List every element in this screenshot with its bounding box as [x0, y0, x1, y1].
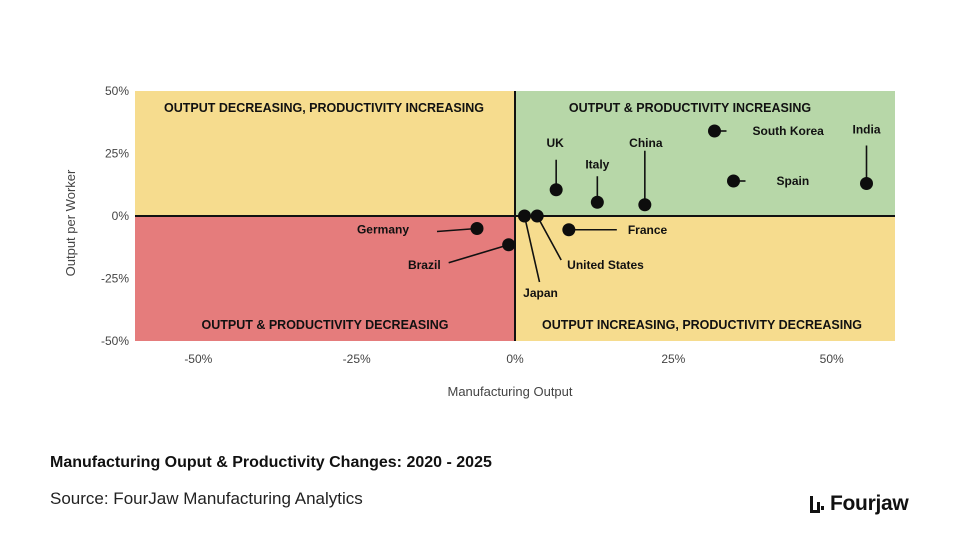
- data-point: [549, 183, 563, 197]
- data-point: [590, 195, 604, 209]
- x-tick-label: 50%: [820, 352, 844, 366]
- data-point: [562, 223, 576, 237]
- point-label: Spain: [777, 174, 810, 188]
- brand-logo: Fourjaw: [808, 492, 909, 516]
- y-tick-label: -50%: [101, 334, 129, 348]
- point-label: United States: [567, 258, 644, 272]
- quadrant-label-bottom-left: OUTPUT & PRODUCTIVITY DECREASING: [201, 318, 448, 332]
- point-label: UK: [546, 136, 564, 150]
- chart-caption-title: Manufacturing Ouput & Productivity Chang…: [50, 454, 492, 471]
- data-point: [708, 124, 721, 138]
- fourjaw-logo-icon: [810, 496, 824, 513]
- quadrant-bottom-right: [515, 216, 895, 341]
- point-label: South Korea: [753, 124, 825, 138]
- leader-line: [448, 243, 509, 264]
- quadrant-bottom-left: [135, 216, 515, 341]
- data-point: [727, 174, 740, 188]
- data-point: [638, 198, 652, 212]
- point-label: Japan: [523, 286, 558, 300]
- x-tick-label: -25%: [343, 352, 371, 366]
- data-point: [518, 209, 531, 223]
- leader-line: [536, 215, 562, 261]
- quadrant-label-top-right: OUTPUT & PRODUCTIVITY INCREASING: [569, 101, 811, 115]
- data-point: [530, 209, 544, 223]
- data-point: [470, 222, 484, 235]
- x-axis-title: Manufacturing Output: [447, 384, 572, 399]
- y-tick-label: 50%: [105, 84, 129, 98]
- quadrant-label-top-left: OUTPUT DECREASING, PRODUCTIVITY INCREASI…: [164, 101, 484, 115]
- point-label: Brazil: [408, 258, 441, 272]
- chart-caption-source: Source: FourJaw Manufacturing Analytics: [50, 489, 363, 508]
- quadrant-top-left: [135, 91, 515, 216]
- point-label: Italy: [585, 157, 609, 171]
- point-label: China: [629, 136, 663, 150]
- leader-line: [436, 227, 478, 233]
- data-point: [502, 238, 516, 252]
- y-tick-label: 0%: [112, 209, 130, 223]
- x-tick-label: 0%: [506, 352, 524, 366]
- point-label: Germany: [357, 223, 409, 237]
- quadrant-label-bottom-right: OUTPUT INCREASING, PRODUCTIVITY DECREASI…: [542, 318, 862, 332]
- brand-name: Fourjaw: [830, 492, 909, 515]
- quadrant-top-right: [515, 91, 895, 216]
- leader-line: [523, 215, 541, 283]
- y-tick-label: 25%: [105, 147, 129, 161]
- y-axis-title: Output per Worker: [63, 169, 78, 276]
- point-label: India: [852, 123, 880, 137]
- data-point: [860, 177, 873, 190]
- x-tick-label: -50%: [184, 352, 212, 366]
- y-tick-label: -25%: [101, 272, 129, 286]
- x-tick-label: 25%: [661, 352, 685, 366]
- point-label: France: [628, 223, 668, 237]
